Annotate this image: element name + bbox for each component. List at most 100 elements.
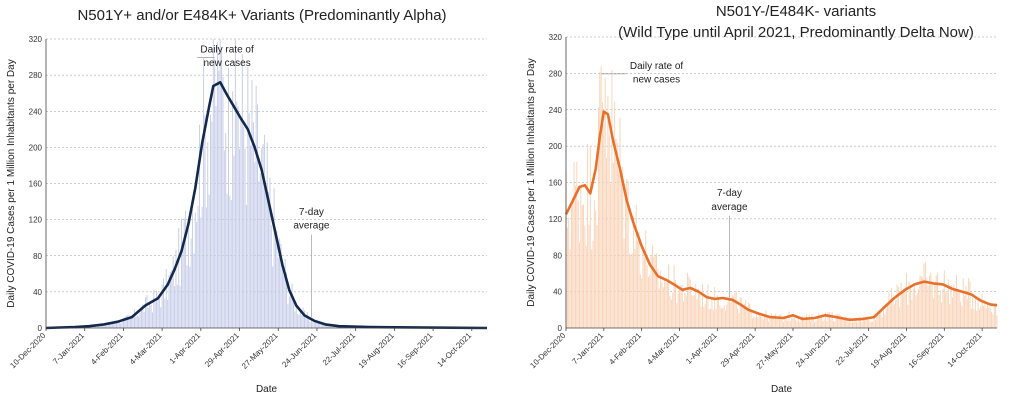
daily-rate-bar — [660, 270, 662, 328]
daily-rate-bar — [957, 290, 959, 328]
daily-rate-bar — [764, 316, 766, 328]
daily-rate-bar — [916, 292, 918, 328]
daily-rate-bar — [211, 121, 213, 329]
daily-rate-bar — [820, 316, 822, 328]
daily-rate-bar — [884, 314, 886, 328]
x-tick-label: 4-Mar-2021 — [645, 331, 681, 367]
daily-rate-bar — [919, 275, 921, 328]
annotation-text: new cases — [203, 58, 250, 69]
daily-rate-bar — [190, 238, 192, 328]
daily-rate-bar — [723, 304, 725, 328]
daily-rate-bar — [815, 321, 817, 328]
daily-rate-bar — [611, 69, 613, 328]
chart-subtitle: (Wild Type until April 2021, Predominant… — [618, 24, 974, 41]
daily-rate-bar — [731, 294, 733, 328]
daily-rate-bar — [646, 265, 648, 328]
daily-rate-bar — [612, 163, 614, 328]
daily-rate-bar — [187, 229, 189, 328]
daily-rate-bar — [950, 285, 952, 328]
daily-rate-bar — [674, 279, 676, 328]
daily-rate-bar — [910, 288, 912, 328]
daily-rate-bar — [885, 308, 887, 328]
daily-rate-bar — [330, 326, 332, 328]
daily-rate-bar — [754, 317, 756, 328]
daily-rate-bar — [922, 277, 924, 328]
daily-rate-bar — [254, 162, 256, 328]
daily-rate-bar — [700, 306, 702, 328]
daily-rate-bar — [980, 306, 982, 328]
daily-rate-bar — [615, 138, 617, 328]
daily-rate-bar — [827, 311, 829, 328]
daily-rate-bar — [294, 311, 296, 328]
daily-rate-bar — [769, 315, 771, 328]
daily-rate-bar — [203, 57, 205, 328]
daily-rate-bar — [974, 297, 976, 328]
daily-rate-bar — [658, 288, 660, 328]
daily-rate-bar — [297, 314, 299, 328]
x-tick-label: 10-Dec-2020 — [528, 331, 567, 370]
y-tick-label: 80 — [553, 251, 562, 260]
daily-rate-bar — [812, 318, 814, 328]
y-tick-label: 80 — [33, 252, 42, 261]
daily-rate-bar — [145, 297, 147, 328]
daily-rate-bar — [299, 310, 301, 328]
daily-rate-bar — [858, 316, 860, 328]
daily-rate-bar — [263, 134, 265, 328]
daily-rate-bar — [272, 266, 274, 328]
daily-rate-bar — [243, 126, 245, 328]
daily-rate-bar — [196, 221, 198, 328]
daily-rate-bar — [870, 322, 872, 328]
daily-rate-bar — [626, 178, 628, 328]
daily-rate-bar — [853, 322, 855, 328]
daily-rate-bar — [212, 39, 214, 328]
daily-rate-bar — [149, 302, 151, 328]
x-tick-label: 16-Sep-2021 — [907, 331, 946, 370]
daily-rate-bar — [204, 115, 206, 328]
daily-rate-bar — [320, 321, 322, 328]
daily-rate-bar — [270, 225, 272, 328]
daily-rate-bar — [937, 272, 939, 328]
daily-rate-bar — [639, 274, 641, 328]
daily-rate-bar — [218, 70, 220, 328]
daily-rate-bar — [765, 310, 767, 328]
daily-rate-bar — [240, 120, 242, 328]
daily-rate-bar — [839, 315, 841, 328]
daily-rate-bar — [198, 124, 200, 329]
daily-rate-bar — [743, 303, 745, 328]
daily-rate-bar — [96, 325, 98, 328]
daily-rate-bar — [150, 304, 152, 328]
daily-rate-bar — [738, 312, 740, 328]
daily-rate-bar — [797, 318, 799, 328]
x-tick-label: 22-Jul-2021 — [321, 331, 358, 368]
daily-rate-bar — [857, 322, 859, 328]
daily-rate-bar — [968, 278, 970, 328]
daily-rate-bar — [889, 299, 891, 328]
daily-rate-bar — [172, 256, 174, 328]
daily-rate-bar — [891, 288, 893, 328]
daily-rate-bar — [138, 316, 140, 328]
daily-rate-bar — [117, 323, 119, 328]
daily-rate-bar — [861, 322, 863, 328]
y-tick-label: 200 — [549, 142, 563, 151]
daily-rate-bar — [577, 200, 579, 328]
daily-rate-bar — [747, 302, 749, 328]
x-tick-label: 19-Aug-2021 — [357, 331, 396, 370]
daily-rate-bar — [838, 313, 840, 328]
daily-rate-bar — [291, 283, 293, 328]
daily-rate-bar — [993, 306, 995, 328]
daily-rate-bar — [197, 206, 199, 328]
daily-rate-bar — [298, 314, 300, 328]
daily-rate-bar — [878, 312, 880, 328]
daily-rate-bar — [996, 315, 998, 328]
daily-rate-bar — [265, 189, 267, 328]
daily-rate-bar — [252, 122, 254, 328]
daily-rate-bar — [316, 319, 318, 328]
daily-rate-bar — [223, 150, 225, 328]
daily-rate-bar — [868, 318, 870, 328]
daily-rate-bar — [175, 249, 177, 328]
daily-rate-bar — [116, 323, 117, 328]
daily-rate-bar — [849, 317, 851, 328]
daily-rate-bar — [899, 306, 901, 328]
daily-rate-bar — [718, 299, 720, 328]
daily-rate-bar — [822, 321, 824, 328]
